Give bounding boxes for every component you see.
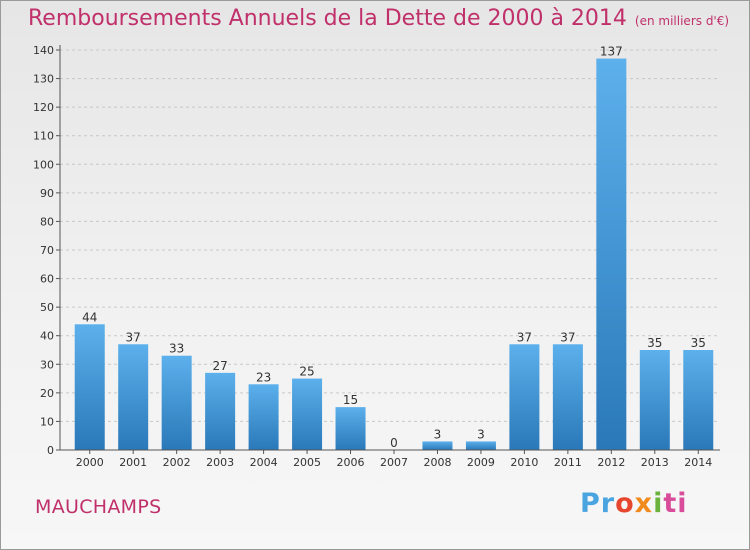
y-tick-label: 30 bbox=[40, 358, 54, 371]
bar bbox=[465, 441, 496, 450]
chart-title-text: Remboursements Annuels de la Dette de 20… bbox=[28, 6, 627, 31]
bar-value-label: 37 bbox=[517, 330, 532, 344]
bar-value-label: 23 bbox=[256, 370, 271, 384]
grid-layer bbox=[60, 49, 720, 422]
bar bbox=[74, 324, 105, 450]
bar-value-label: 37 bbox=[126, 330, 141, 344]
bar-value-label: 44 bbox=[82, 310, 97, 324]
y-tick-label: 40 bbox=[40, 330, 54, 343]
y-tick-label: 90 bbox=[40, 187, 54, 200]
bar-value-label: 25 bbox=[299, 365, 314, 379]
y-tick-label: 0 bbox=[47, 444, 54, 457]
y-tick-label: 20 bbox=[40, 387, 54, 400]
x-tick-label: 2007 bbox=[380, 456, 408, 469]
bar bbox=[683, 350, 714, 450]
x-tick-label: 2008 bbox=[423, 456, 451, 469]
bar-value-label: 137 bbox=[600, 45, 623, 59]
bar bbox=[596, 58, 627, 450]
x-tick-label: 2009 bbox=[467, 456, 495, 469]
bar bbox=[509, 344, 540, 450]
y-tick-label: 70 bbox=[40, 244, 54, 257]
x-tick-label: 2013 bbox=[641, 456, 669, 469]
x-tick-label: 2014 bbox=[684, 456, 712, 469]
bar-value-label: 37 bbox=[560, 330, 575, 344]
bar bbox=[422, 441, 453, 450]
y-tick-label: 130 bbox=[33, 73, 54, 86]
x-tick-label: 2002 bbox=[163, 456, 191, 469]
x-tick-label: 2012 bbox=[597, 456, 625, 469]
y-tick-label: 120 bbox=[33, 101, 54, 114]
y-tick-label: 140 bbox=[33, 44, 54, 57]
x-tick-label: 2011 bbox=[554, 456, 582, 469]
bar bbox=[248, 384, 279, 450]
x-tick-label: 2006 bbox=[337, 456, 365, 469]
x-tick-label: 2000 bbox=[76, 456, 104, 469]
x-tick-label: 2001 bbox=[119, 456, 147, 469]
x-tick-label: 2003 bbox=[206, 456, 234, 469]
bar-value-label: 35 bbox=[691, 336, 706, 350]
y-tick-label: 10 bbox=[40, 415, 54, 428]
bar bbox=[205, 372, 236, 450]
y-tick-label: 110 bbox=[33, 130, 54, 143]
x-tick-label: 2010 bbox=[510, 456, 538, 469]
bar bbox=[118, 344, 149, 450]
y-tick-label: 50 bbox=[40, 301, 54, 314]
x-tick-label: 2005 bbox=[293, 456, 321, 469]
x-tick-label: 2004 bbox=[250, 456, 278, 469]
bar-value-label: 35 bbox=[647, 336, 662, 350]
y-tick-label: 60 bbox=[40, 273, 54, 286]
bar bbox=[335, 407, 366, 450]
bar bbox=[161, 355, 192, 450]
bar-value-label: 33 bbox=[169, 342, 184, 356]
chart-unit-note: (en milliers d'€) bbox=[634, 14, 730, 28]
y-tick-label: 80 bbox=[40, 215, 54, 228]
bar bbox=[552, 344, 583, 450]
bar bbox=[639, 350, 670, 450]
bar-value-label: 3 bbox=[477, 427, 485, 441]
commune-name: MAUCHAMPS bbox=[35, 496, 162, 518]
chart-title: Remboursements Annuels de la Dette de 20… bbox=[28, 6, 729, 31]
bar-value-label: 27 bbox=[212, 359, 227, 373]
bar-value-label: 3 bbox=[434, 427, 442, 441]
bar bbox=[292, 378, 323, 450]
bar-value-label: 15 bbox=[343, 393, 358, 407]
bar-value-label: 0 bbox=[390, 436, 398, 450]
y-tick-label: 100 bbox=[33, 158, 54, 171]
proxiti-logo: Proxiti bbox=[580, 488, 688, 519]
